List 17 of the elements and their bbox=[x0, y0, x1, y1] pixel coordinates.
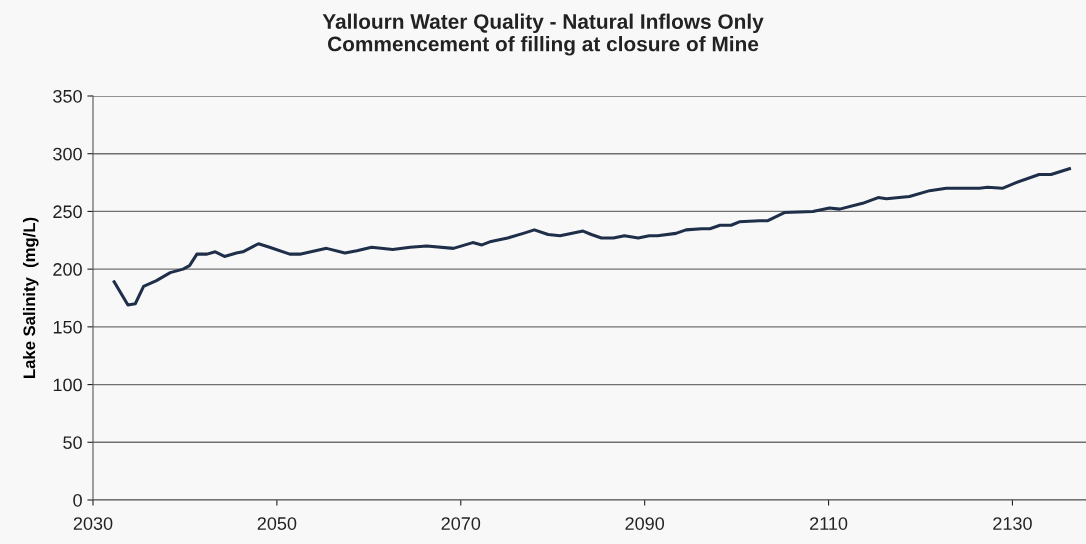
x-tick-label: 2090 bbox=[625, 517, 665, 530]
y-tick-label: 50 bbox=[63, 436, 82, 450]
y-tick-label: 200 bbox=[53, 263, 82, 276]
y-tick-label: 150 bbox=[53, 320, 82, 334]
x-tick-label: 2070 bbox=[441, 517, 481, 530]
y-axis-title: Lake Salinity (mg/L) bbox=[22, 217, 39, 378]
x-tick-label: 2110 bbox=[810, 517, 848, 530]
y-tick-label: 250 bbox=[53, 205, 82, 219]
y-tick-label: 0 bbox=[73, 493, 82, 507]
y-tick-label: 300 bbox=[53, 147, 82, 161]
x-tick-label: 2130 bbox=[993, 517, 1032, 530]
x-tick-label: 2050 bbox=[257, 517, 297, 530]
x-tick-label: 2030 bbox=[73, 517, 113, 530]
y-tick-label: 350 bbox=[53, 89, 82, 103]
line-series bbox=[112, 167, 1071, 307]
chart-title: Yallourn Water Quality - Natural Inflows Only Commencement of filling at closure of Mine bbox=[322, 13, 764, 56]
y-tick-label: 100 bbox=[53, 378, 82, 392]
